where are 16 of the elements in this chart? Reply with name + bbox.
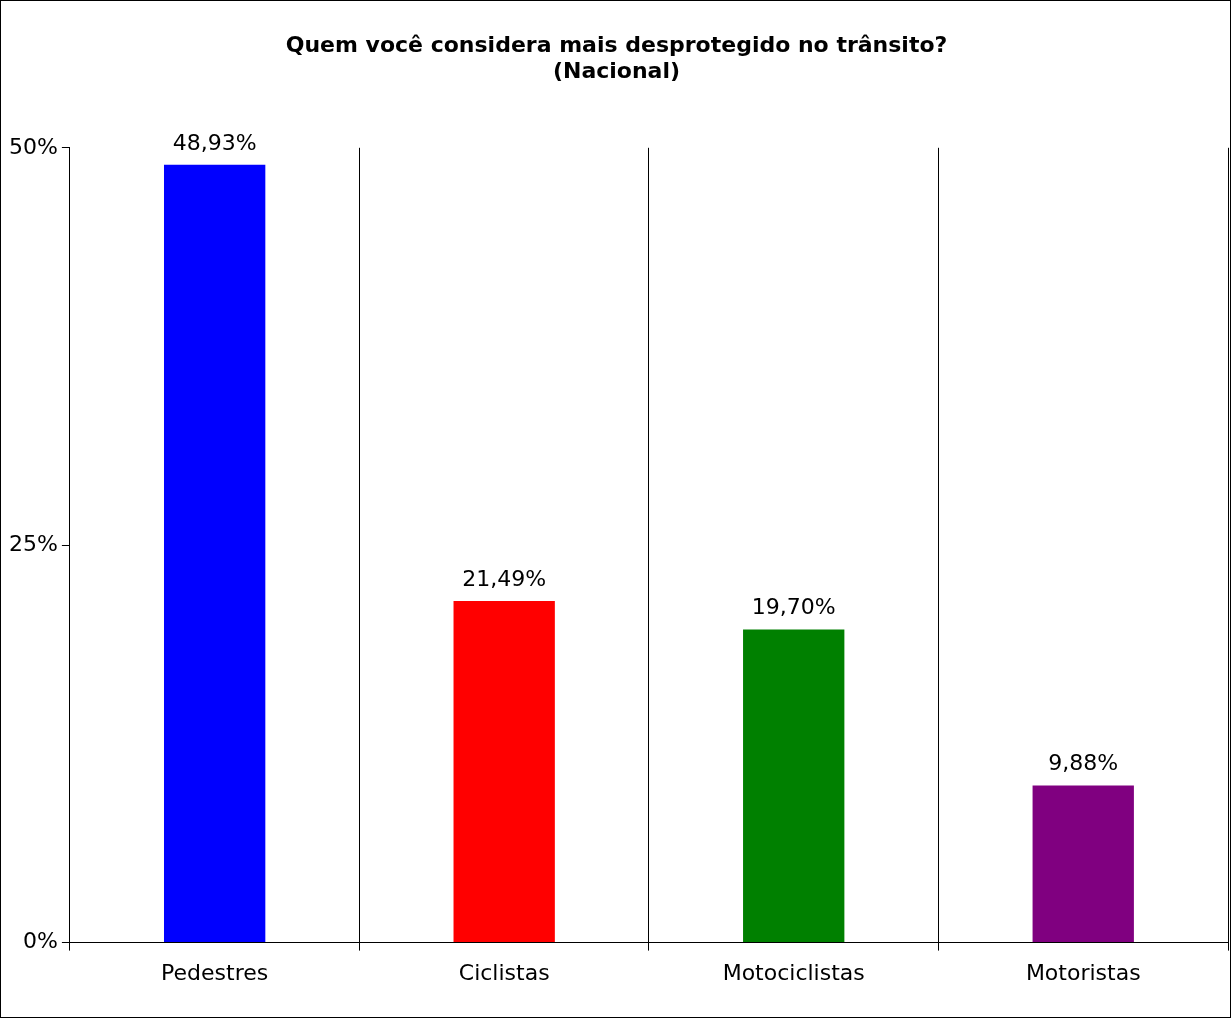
data-label: 48,93% (172, 129, 257, 155)
bar (1032, 785, 1134, 943)
data-label: 9,88% (1048, 750, 1119, 776)
bar (163, 164, 266, 943)
bar (453, 601, 555, 943)
data-label: 19,70% (751, 594, 836, 620)
x-tick-label: Motociclistas (722, 959, 865, 985)
x-tick-label: Pedestres (161, 959, 269, 985)
bar (743, 629, 845, 943)
data-label: 21,49% (462, 565, 547, 591)
y-tick-label: 0% (22, 928, 58, 954)
x-tick-label: Ciclistas (458, 959, 550, 985)
x-tick-label: Motoristas (1025, 959, 1141, 985)
chart-title: Quem você considera mais desprotegido no trânsito? (Nacional) (285, 31, 948, 84)
y-tick-label: 50% (8, 133, 58, 159)
y-tick-label: 25% (8, 530, 58, 556)
